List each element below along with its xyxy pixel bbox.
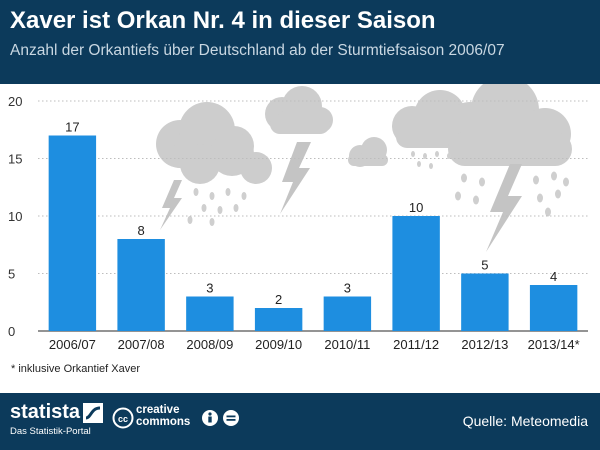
cc-logo-icon[interactable]: cc (112, 407, 134, 429)
data-label: 2 (275, 292, 282, 307)
y-tick-label: 15 (8, 152, 22, 167)
cloud-icon (348, 137, 388, 167)
bar (254, 308, 303, 331)
data-label: 5 (481, 258, 488, 273)
x-tick-label: 2009/10 (255, 337, 302, 352)
bar (117, 239, 165, 331)
source-label: Quelle: Meteomedia (462, 413, 588, 429)
svg-text:cc: cc (118, 414, 128, 424)
cloud-icon (156, 102, 272, 184)
data-label: 3 (344, 281, 351, 296)
footnote: * inklusive Orkantief Xaver (11, 363, 140, 375)
bar (392, 216, 440, 331)
x-tick-label: 2010/11 (324, 337, 370, 352)
bar (529, 285, 578, 331)
statista-tagline: Das Statistik-Portal (10, 426, 91, 437)
x-tick-label: 2008/09 (186, 337, 233, 352)
y-tick-label: 0 (8, 324, 15, 339)
cloud-icon (444, 84, 572, 166)
y-tick-label: 5 (8, 267, 15, 282)
rain-drops-icon (187, 151, 569, 226)
x-tick-label: 2011/12 (393, 337, 439, 352)
x-tick-label: 2006/07 (49, 337, 96, 352)
x-tick-label: 2013/14* (528, 337, 580, 352)
data-label: 4 (550, 269, 557, 284)
statista-logo[interactable]: statista (10, 401, 81, 423)
license-icons[interactable] (201, 409, 241, 427)
data-label: 17 (65, 120, 79, 135)
storm-decoration (156, 84, 572, 252)
data-label: 8 (138, 223, 145, 238)
y-tick-label: 10 (8, 209, 22, 224)
cloud-icon (265, 86, 333, 134)
data-label: 10 (409, 200, 423, 215)
statista-logo-icon (83, 403, 103, 423)
chart-title: Xaver ist Orkan Nr. 4 in dieser Saison (10, 7, 436, 34)
chart-subtitle: Anzahl der Orkantiefs über Deutschland a… (10, 42, 505, 59)
bar (186, 296, 234, 331)
creative-commons-label[interactable]: creative commons (136, 404, 191, 428)
y-tick-label: 20 (8, 94, 22, 109)
x-tick-label: 2012/13 (461, 337, 508, 352)
lightning-icon (160, 142, 522, 252)
bar (461, 273, 509, 331)
bar (323, 296, 372, 331)
footer-bar: statista Das Statistik-Portal cc creativ… (0, 393, 600, 450)
data-label: 3 (206, 281, 213, 296)
x-tick-label: 2007/08 (118, 337, 165, 352)
header-banner: Xaver ist Orkan Nr. 4 in dieser Saison A… (0, 0, 600, 84)
bar (48, 135, 97, 331)
bar-chart: 0 5 10 15 20 17 2006/07 8 2007/08 3 2008/09 2 2009/1… (8, 84, 588, 352)
